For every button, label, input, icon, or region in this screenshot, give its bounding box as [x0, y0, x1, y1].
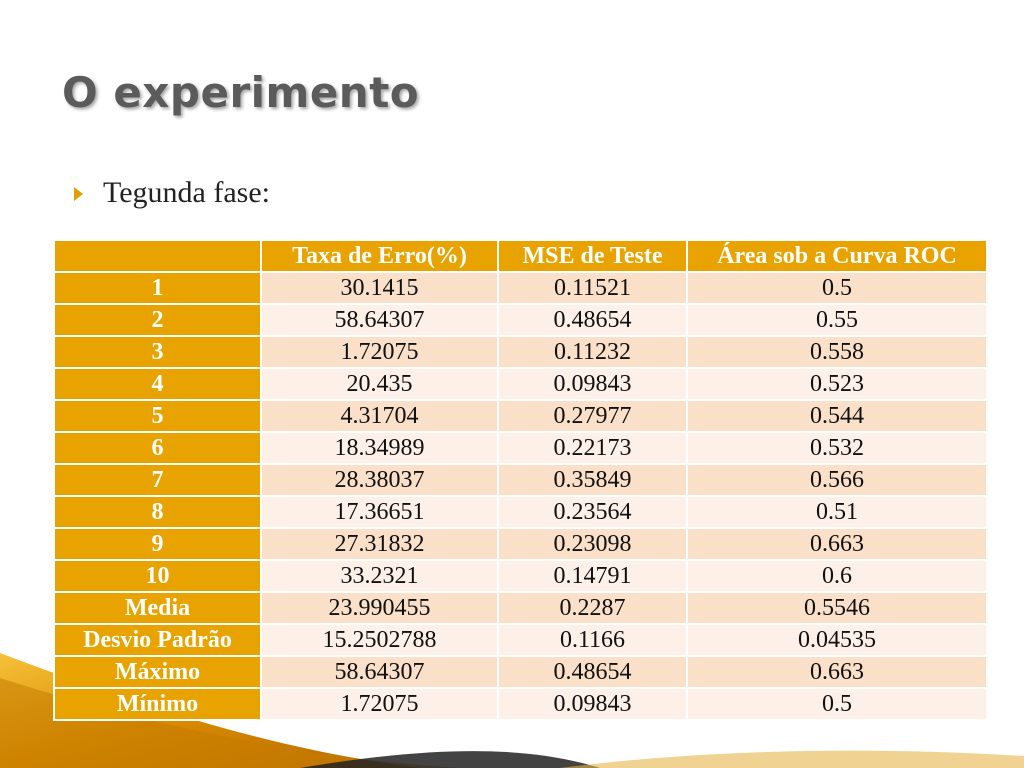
row-label-cell: Mínimo — [53, 687, 262, 721]
table-cell: 0.27977 — [497, 399, 688, 433]
row-label-cell: Desvio Padrão — [53, 623, 262, 657]
table-cell: 0.22173 — [497, 431, 688, 465]
table-cell: 1.72075 — [260, 687, 499, 721]
row-label-cell: 7 — [53, 463, 262, 497]
triangle-right-icon — [74, 187, 83, 201]
row-label-cell: 6 — [53, 431, 262, 465]
header-cell-mse: MSE de Teste — [497, 239, 688, 273]
table-row: 2 58.64307 0.48654 0.55 — [53, 303, 988, 337]
table-cell: 0.09843 — [497, 367, 688, 401]
table-body: 1 30.1415 0.11521 0.5 2 58.64307 0.48654 0.55 3 1… — [53, 271, 988, 721]
table-cell: 0.6 — [686, 559, 988, 593]
table-cell: 4.31704 — [260, 399, 499, 433]
table-cell: 0.5 — [686, 271, 988, 305]
header-cell-corner — [53, 239, 262, 273]
table-row: 1 30.1415 0.11521 0.5 — [53, 271, 988, 305]
table-cell: 0.523 — [686, 367, 988, 401]
table-cell: 58.64307 — [260, 655, 499, 689]
header-cell-error-rate: Taxa de Erro(%) — [260, 239, 499, 273]
table-row: 3 1.72075 0.11232 0.558 — [53, 335, 988, 369]
row-label-cell: 2 — [53, 303, 262, 337]
row-label-cell: Máximo — [53, 655, 262, 689]
bullet-text: Tegunda fase: — [103, 176, 270, 209]
table-cell: 0.544 — [686, 399, 988, 433]
table-cell: 0.14791 — [497, 559, 688, 593]
table-cell: 18.34989 — [260, 431, 499, 465]
row-label-cell: 1 — [53, 271, 262, 305]
bullet-item: Tegunda fase: — [74, 176, 270, 210]
table-row: 9 27.31832 0.23098 0.663 — [53, 527, 988, 561]
row-label-cell: Media — [53, 591, 262, 625]
row-label-cell: 8 — [53, 495, 262, 529]
table-cell: 0.09843 — [497, 687, 688, 721]
row-label-cell: 3 — [53, 335, 262, 369]
table-cell: 0.558 — [686, 335, 988, 369]
table-cell: 0.23098 — [497, 527, 688, 561]
table-row: 8 17.36651 0.23564 0.51 — [53, 495, 988, 529]
table-cell: 0.5546 — [686, 591, 988, 625]
table-cell: 27.31832 — [260, 527, 499, 561]
table-cell: 0.51 — [686, 495, 988, 529]
row-label-cell: 9 — [53, 527, 262, 561]
row-label-cell: 5 — [53, 399, 262, 433]
table-row: 10 33.2321 0.14791 0.6 — [53, 559, 988, 593]
table-cell: 0.2287 — [497, 591, 688, 625]
table-cell: 0.48654 — [497, 303, 688, 337]
table-row: Media 23.990455 0.2287 0.5546 — [53, 591, 988, 625]
table-cell: 23.990455 — [260, 591, 499, 625]
table-row: 5 4.31704 0.27977 0.544 — [53, 399, 988, 433]
table-cell: 33.2321 — [260, 559, 499, 593]
table-cell: 0.04535 — [686, 623, 988, 657]
table-cell: 0.11232 — [497, 335, 688, 369]
table-cell: 28.38037 — [260, 463, 499, 497]
table-cell: 0.11521 — [497, 271, 688, 305]
header-cell-roc-area: Área sob a Curva ROC — [686, 239, 988, 273]
gold-swoosh-decoration — [0, 653, 1024, 768]
row-label-cell: 4 — [53, 367, 262, 401]
table-cell: 0.5 — [686, 687, 988, 721]
table-header-row: Taxa de Erro(%) MSE de Teste Área sob a … — [53, 239, 988, 273]
table-cell: 17.36651 — [260, 495, 499, 529]
table-cell: 0.23564 — [497, 495, 688, 529]
table-cell: 0.1166 — [497, 623, 688, 657]
table-cell: 0.663 — [686, 527, 988, 561]
table-row: Máximo 58.64307 0.48654 0.663 — [53, 655, 988, 689]
table-cell: 20.435 — [260, 367, 499, 401]
table-cell: 0.532 — [686, 431, 988, 465]
table-row: 6 18.34989 0.22173 0.532 — [53, 431, 988, 465]
table-cell: 0.663 — [686, 655, 988, 689]
table-cell: 1.72075 — [260, 335, 499, 369]
table-cell: 0.35849 — [497, 463, 688, 497]
table-cell: 15.2502788 — [260, 623, 499, 657]
table-cell: 58.64307 — [260, 303, 499, 337]
table-cell: 0.48654 — [497, 655, 688, 689]
row-label-cell: 10 — [53, 559, 262, 593]
table-cell: 0.566 — [686, 463, 988, 497]
table-row: 7 28.38037 0.35849 0.566 — [53, 463, 988, 497]
table-row: Mínimo 1.72075 0.09843 0.5 — [53, 687, 988, 721]
table-row: 4 20.435 0.09843 0.523 — [53, 367, 988, 401]
slide-title: O experimento — [62, 68, 420, 117]
table-cell: 0.55 — [686, 303, 988, 337]
table-cell: 30.1415 — [260, 271, 499, 305]
results-table: Taxa de Erro(%) MSE de Teste Área sob a … — [53, 239, 988, 721]
table-row: Desvio Padrão 15.2502788 0.1166 0.04535 — [53, 623, 988, 657]
